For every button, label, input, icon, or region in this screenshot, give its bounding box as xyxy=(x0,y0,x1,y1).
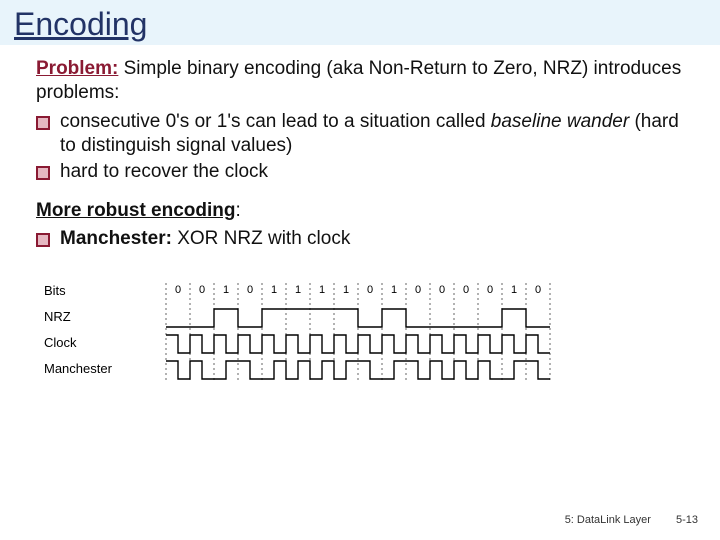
svg-text:1: 1 xyxy=(295,284,301,296)
svg-text:1: 1 xyxy=(271,284,277,296)
more-colon: : xyxy=(236,200,241,221)
more-label: More robust encoding xyxy=(36,200,236,221)
square-bullet-icon xyxy=(36,166,50,180)
bullet-prefix: consecutive 0's or 1's can lead to a sit… xyxy=(60,111,491,132)
content: Problem: Simple binary encoding (aka Non… xyxy=(0,45,720,251)
svg-text:0: 0 xyxy=(247,284,253,296)
bullet-item: hard to recover the clock xyxy=(36,160,684,184)
svg-text:0: 0 xyxy=(487,284,493,296)
svg-text:1: 1 xyxy=(319,284,325,296)
svg-text:Manchester: Manchester xyxy=(44,361,113,376)
page-title: Encoding xyxy=(14,6,706,43)
svg-text:1: 1 xyxy=(223,284,229,296)
footer: 5: DataLink Layer 5-13 xyxy=(565,514,698,526)
bullet-item: Manchester: XOR NRZ with clock xyxy=(36,227,684,251)
bullet-item: consecutive 0's or 1's can lead to a sit… xyxy=(36,110,684,159)
waveform-svg: 0 0 1 0 1 1 1 1 0 1 0 0 0 0 1 0 Bits NRZ Clock Manchester xyxy=(36,279,576,409)
more-paragraph: More robust encoding: xyxy=(36,199,684,223)
svg-text:1: 1 xyxy=(391,284,397,296)
svg-text:Clock: Clock xyxy=(44,335,77,350)
svg-text:0: 0 xyxy=(463,284,469,296)
footer-chapter: 5: DataLink Layer xyxy=(565,514,651,526)
footer-page: 5-13 xyxy=(676,514,698,526)
svg-text:1: 1 xyxy=(343,284,349,296)
bullet-text: hard to recover the clock xyxy=(60,160,268,184)
problem-paragraph: Problem: Simple binary encoding (aka Non… xyxy=(36,57,684,106)
bullet-italic: baseline wander xyxy=(491,111,629,132)
svg-text:1: 1 xyxy=(511,284,517,296)
svg-text:0: 0 xyxy=(175,284,181,296)
svg-text:0: 0 xyxy=(415,284,421,296)
title-bar: Encoding xyxy=(0,0,720,45)
svg-text:0: 0 xyxy=(367,284,373,296)
svg-text:NRZ: NRZ xyxy=(44,309,71,324)
manchester-label: Manchester: xyxy=(60,228,172,249)
problem-text: Simple binary encoding (aka Non-Return t… xyxy=(36,58,681,103)
svg-text:Bits: Bits xyxy=(44,283,66,298)
bullet-prefix: hard to recover the clock xyxy=(60,161,268,182)
svg-text:0: 0 xyxy=(535,284,541,296)
svg-text:0: 0 xyxy=(199,284,205,296)
bullet-text: consecutive 0's or 1's can lead to a sit… xyxy=(60,110,684,159)
manchester-text: XOR NRZ with clock xyxy=(172,228,350,249)
square-bullet-icon xyxy=(36,116,50,130)
encoding-diagram: 0 0 1 0 1 1 1 1 0 1 0 0 0 0 1 0 Bits NRZ Clock Manchester xyxy=(0,253,720,414)
square-bullet-icon xyxy=(36,233,50,247)
svg-text:0: 0 xyxy=(439,284,445,296)
bullet-text: Manchester: XOR NRZ with clock xyxy=(60,227,350,251)
problem-label: Problem: xyxy=(36,58,118,79)
